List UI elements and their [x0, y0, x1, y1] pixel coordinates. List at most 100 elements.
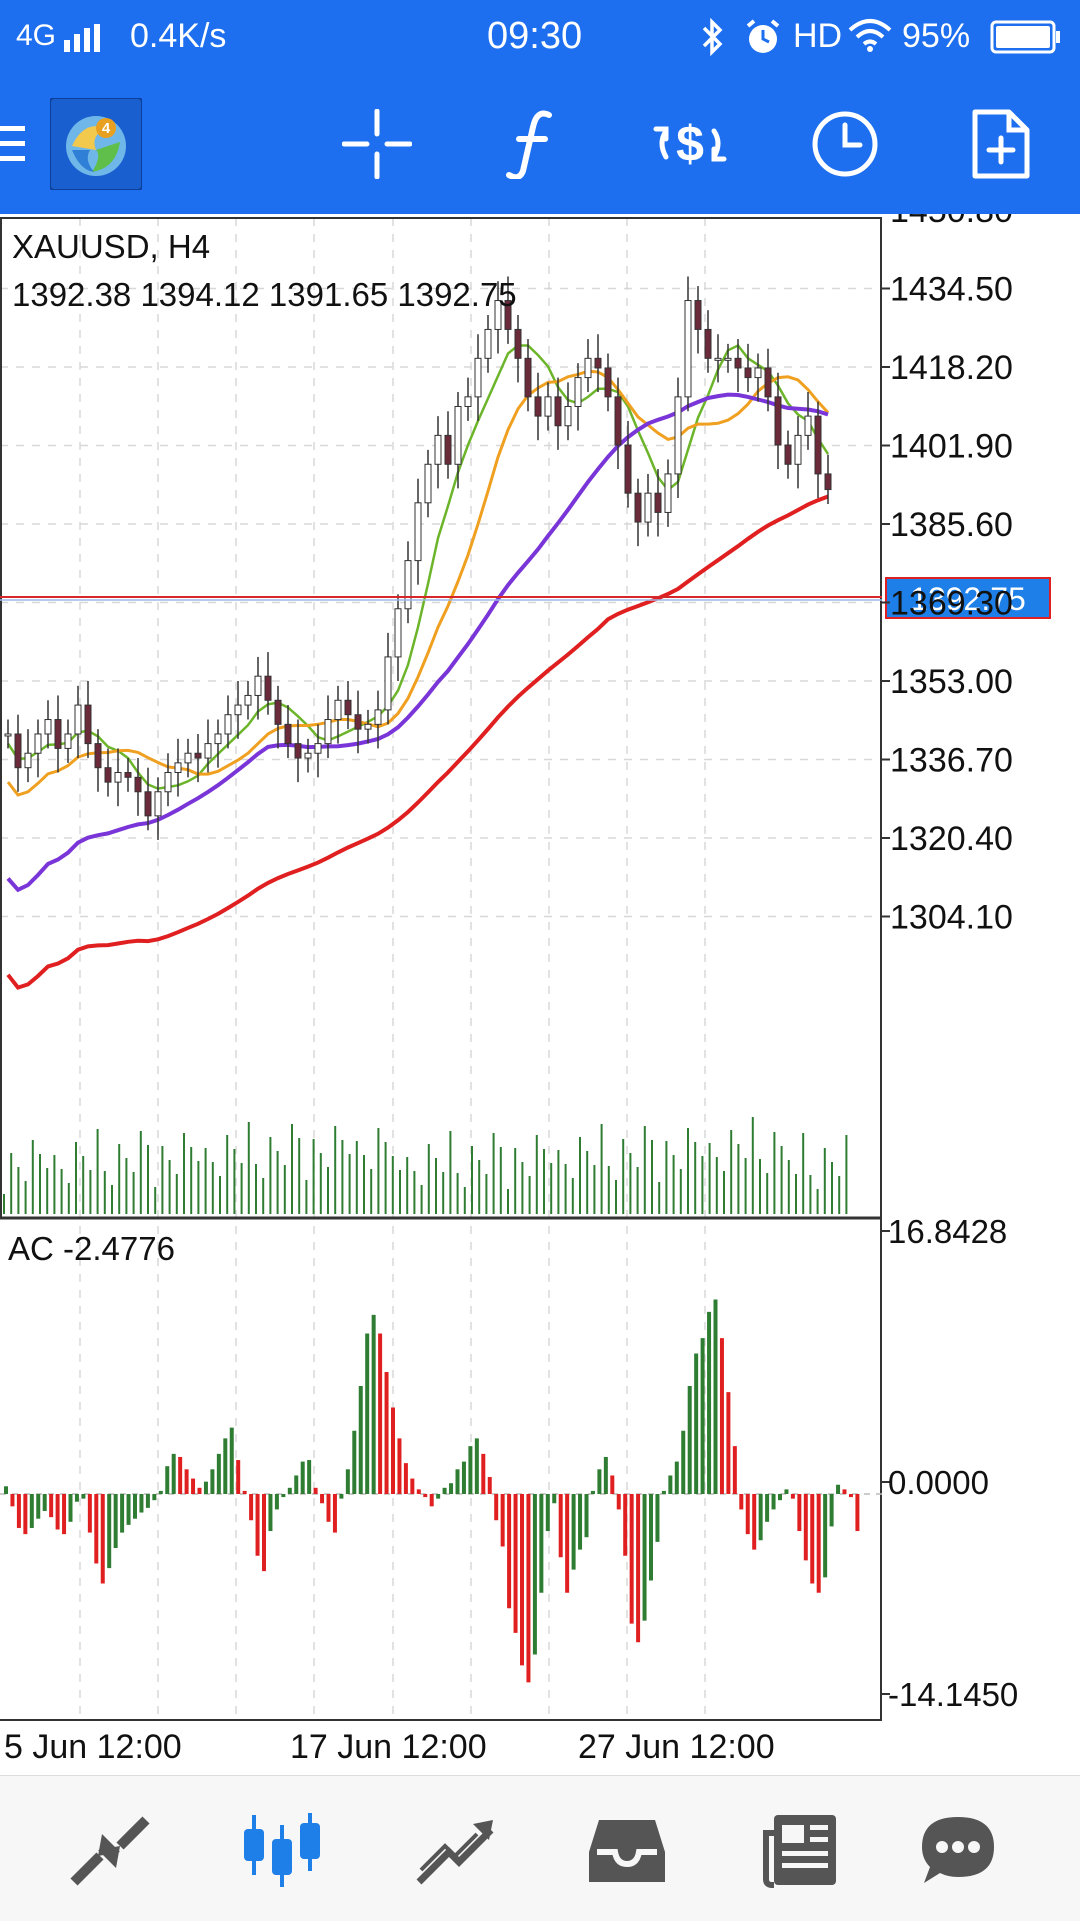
nav-history[interactable]	[577, 1806, 677, 1896]
candle-body	[314, 743, 322, 754]
candle-body	[274, 699, 282, 725]
candle-body	[204, 743, 212, 759]
network-type: 4G	[16, 19, 57, 52]
history-icon	[589, 1820, 665, 1882]
candle-body	[264, 675, 272, 701]
candle-body	[434, 434, 442, 465]
candle-body	[184, 752, 192, 764]
chart-area[interactable]: 1392.75 XAUUSD, H4 1392.38 1394.12 1391.…	[0, 214, 1080, 1775]
candlesticks	[4, 276, 832, 840]
candle-body	[794, 434, 802, 465]
candle-body	[34, 733, 42, 754]
candle-body	[424, 463, 432, 504]
current-price-label: 1392.75	[910, 581, 1026, 617]
symbols-button[interactable]: $	[640, 94, 740, 194]
candle-body	[564, 405, 572, 427]
candle-body	[454, 405, 462, 465]
ma-mid-line	[6, 369, 830, 797]
candle-body	[304, 752, 312, 759]
candle-body	[534, 396, 542, 417]
ac-tick-label: 16.8428	[888, 1213, 1007, 1250]
candle-body	[374, 709, 382, 725]
candle-body	[474, 357, 482, 398]
nav-trade[interactable]	[405, 1806, 505, 1896]
candle-body	[114, 772, 122, 783]
nav-quotes[interactable]	[60, 1806, 160, 1896]
menu-button[interactable]	[0, 94, 40, 194]
price-tick-label: 1320.40	[890, 820, 1013, 858]
chart-grid	[0, 218, 882, 1714]
alarm-icon	[746, 19, 780, 53]
indicators-button[interactable]	[483, 94, 583, 194]
date-axis[interactable]: 5 Jun 12:00 17 Jun 12:00 27 Jun 12:00	[0, 1719, 882, 1766]
candle-body	[644, 492, 652, 523]
app-logo-button[interactable]: 4	[48, 96, 144, 192]
trade-icon	[416, 1820, 494, 1885]
candle-body	[674, 396, 682, 475]
candle-body	[464, 396, 472, 407]
candle-body	[234, 704, 242, 716]
ma-fast-line	[6, 343, 830, 790]
new-order-button[interactable]	[951, 94, 1051, 194]
candle-body	[544, 396, 552, 417]
price-tick-label: 1450.80	[890, 214, 1013, 230]
date-tick-label: 17 Jun 12:00	[290, 1728, 487, 1766]
candle-body	[84, 704, 92, 745]
candle-body	[174, 762, 182, 774]
date-tick-label: 5 Jun 12:00	[4, 1728, 182, 1766]
symbol-timeframe-label: XAUUSD, H4	[12, 228, 210, 265]
price-axis[interactable]: 1450.80 1434.50 1418.20 1401.90 1385.60 1369.…	[882, 214, 1013, 937]
ma-long-line	[6, 494, 829, 990]
candle-body	[734, 357, 742, 369]
crosshair-icon	[342, 109, 412, 179]
price-tick-label: 1418.20	[890, 349, 1013, 387]
toolbar: 4 $	[0, 72, 1080, 214]
timeframe-button[interactable]	[795, 94, 895, 194]
candle-body	[254, 675, 262, 696]
candle-body	[654, 492, 662, 513]
candle-body	[504, 300, 512, 330]
bluetooth-icon	[702, 18, 723, 56]
crosshair-button[interactable]	[327, 94, 427, 194]
candle-body	[104, 767, 112, 783]
candle-body	[44, 719, 52, 735]
date-tick-label: 27 Jun 12:00	[578, 1728, 775, 1766]
nav-chart[interactable]	[232, 1806, 332, 1896]
candle-body	[194, 752, 202, 759]
candle-body	[634, 492, 642, 523]
candle-body	[324, 719, 332, 745]
candle-body	[494, 300, 502, 330]
candle-body	[214, 733, 222, 745]
candle-body	[284, 723, 292, 745]
candle-body	[694, 300, 702, 330]
ac-indicator-bars	[0, 1299, 882, 1683]
logo-badge: 4	[102, 120, 111, 137]
signal-icon	[64, 24, 100, 52]
candle-body	[804, 415, 812, 436]
candle-body	[54, 719, 62, 749]
candle-body	[814, 415, 822, 475]
candle-body	[364, 723, 372, 730]
candle-body	[384, 656, 392, 711]
menu-icon	[0, 126, 25, 161]
hd-indicator: HD	[793, 17, 843, 55]
timeframe-icon	[812, 111, 878, 177]
price-tick-label: 1336.70	[890, 742, 1013, 780]
candle-body	[784, 444, 792, 465]
candle-body	[514, 328, 522, 359]
candle-body	[574, 377, 582, 407]
symbol-icon: $	[653, 116, 727, 172]
nav-messages[interactable]	[908, 1806, 1008, 1896]
quotes-icon	[70, 1816, 150, 1886]
bottom-navigation	[0, 1775, 1080, 1921]
candle-body	[614, 396, 622, 446]
price-tick-label: 1401.90	[890, 428, 1013, 466]
nav-news[interactable]	[750, 1806, 850, 1896]
messages-icon	[922, 1817, 994, 1883]
ac-tick-label: -14.1450	[888, 1676, 1018, 1713]
candle-body	[714, 357, 722, 361]
candle-body	[764, 367, 772, 398]
metatrader-logo: 4	[50, 98, 142, 190]
indicator-icon	[506, 110, 552, 179]
candle-body	[24, 752, 32, 769]
